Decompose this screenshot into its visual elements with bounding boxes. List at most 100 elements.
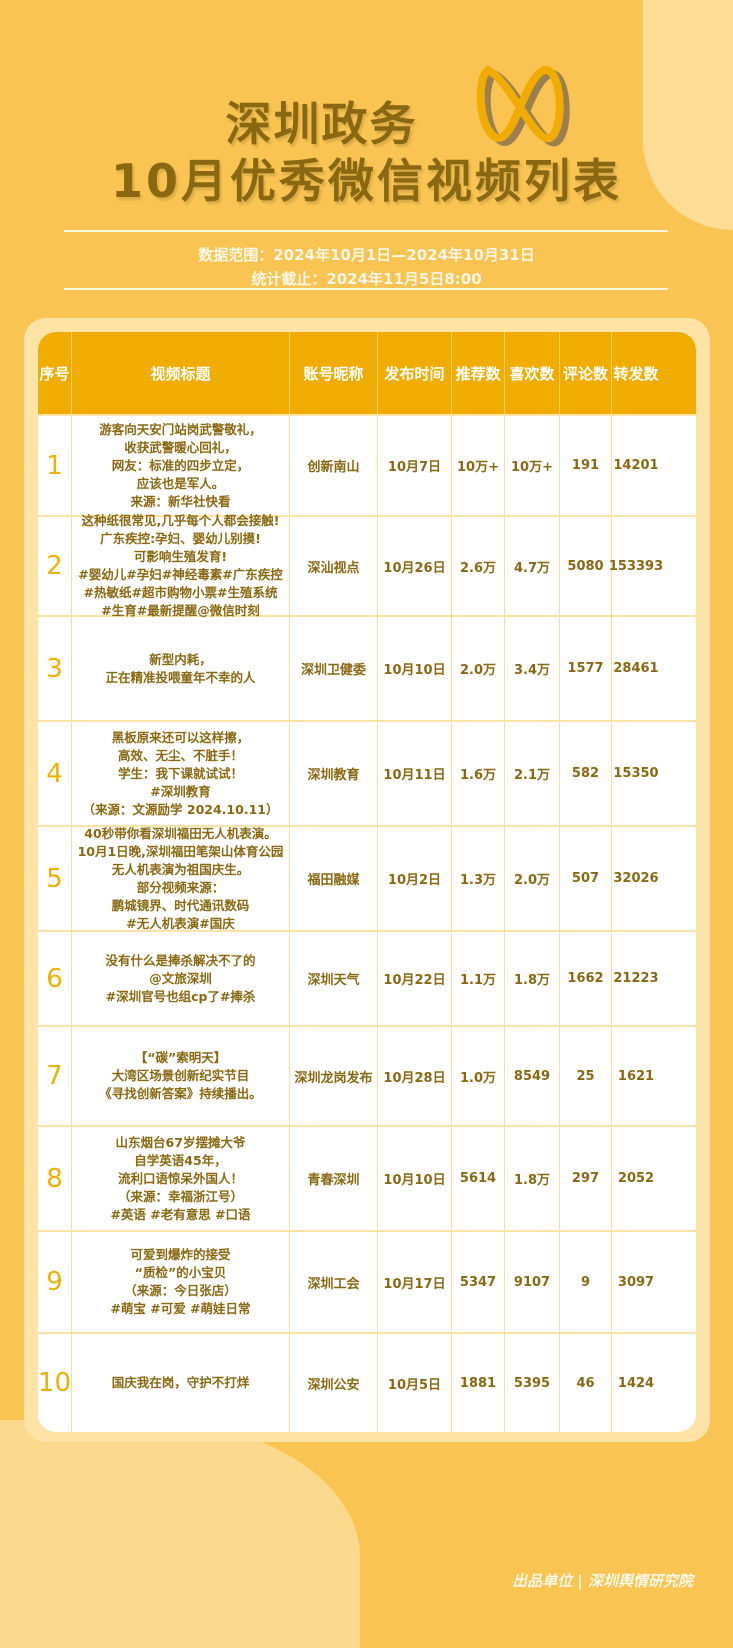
date-cell: 10月26日 [378, 517, 452, 615]
title-line: 可影响生殖发育! [133, 549, 228, 564]
title-line: #英语 #老有意思 #口语 [110, 1206, 251, 1222]
divider [64, 288, 668, 290]
rank-cell: 4 [38, 722, 72, 825]
account-cell: 深圳卫健委 [290, 617, 378, 720]
title-line: 这种纸很常见,几乎每个人都会接触! [81, 513, 280, 528]
date-cell: 10月17日 [378, 1232, 452, 1332]
decorative-blob [0, 1420, 360, 1648]
date-cell: 10月11日 [378, 722, 452, 825]
account-cell: 深圳公安 [290, 1334, 378, 1432]
table-row: 2 这种纸很常见,几乎每个人都会接触! 广东疾控:孕妇、婴幼儿别摸! 可影响生殖发育!… [38, 513, 696, 618]
rank-cell: 5 [38, 827, 72, 930]
title-line: #无人机表演#国庆 [126, 915, 235, 931]
title-line: 网友：标准的四步立定， [111, 457, 250, 473]
title-line: 40秒带你看深圳福田无人机表演。 [84, 825, 277, 841]
title-line: （来源：文源励学 2024.10.11） [82, 801, 279, 817]
rank-cell: 8 [38, 1127, 72, 1230]
date-cell: 10月10日 [378, 617, 452, 720]
table-row: 3 新型内耗， 正在精准投喂童年不幸的人 深圳卫健委 10月10日 2.0万 3.4万 157… [38, 615, 696, 720]
likes-cell: 3.4万 [505, 617, 560, 720]
recommend-cell: 5614 [452, 1127, 505, 1230]
title-line: 黑板原来还可以这样擦， [111, 729, 250, 745]
shares-cell: 1424 [617, 1375, 655, 1391]
title-line: 《寻找创新答案》持续播出。 [99, 1086, 262, 1101]
comments-cell: 582 [560, 722, 612, 825]
title-line: 鹏城镜界、时代通讯数码 [111, 897, 250, 913]
title-line: #婴幼儿#孕妇#神经毒素#广东疾控 [78, 567, 283, 582]
rank-cell: 1 [38, 416, 72, 515]
rank-cell: 2 [38, 517, 72, 615]
title-line: 广东疾控:孕妇、婴幼儿别摸! [100, 531, 261, 546]
likes-cell: 5395 [505, 1334, 560, 1432]
recommend-cell: 5347 [452, 1232, 505, 1332]
title-line: 大湾区场景创新纪实节目 [111, 1068, 250, 1083]
title-cell: 国庆我在岗，守护不打烊 [72, 1334, 290, 1432]
date-cell: 10月7日 [378, 416, 452, 515]
recommend-cell: 1.3万 [452, 827, 505, 930]
video-table: 序号 视频标题 账号昵称 发布时间 推荐数 喜欢数 评论数 转发数 1 游客向天安… [38, 332, 696, 1432]
title-line: 没有什么是捧杀解决不了的 [105, 952, 256, 968]
title-cell: 游客向天安门站岗武警敬礼， 收获武警暖心回礼， 网友：标准的四步立定， 应该也是军人。… [72, 416, 290, 515]
shares-cell: 14201 [613, 458, 659, 473]
date-cell: 10月22日 [378, 932, 452, 1025]
date-cell: 10月28日 [378, 1027, 452, 1125]
title-line: 来源：新华社快看 [130, 493, 231, 509]
shares-cell: 32026 [613, 871, 659, 886]
rank-cell: 10 [38, 1334, 72, 1432]
title-line: 10月1日晚,深圳福田笔架山体育公园 [77, 843, 284, 859]
title-cell: 【“碳”索明天】大湾区场景创新纪实节目 《寻找创新答案》持续播出。 [72, 1027, 290, 1125]
title-line: 无人机表演为祖国庆生。 [111, 861, 250, 877]
title-line: “质检”的小宝贝 [134, 1265, 227, 1280]
likes-cell: 9107 [505, 1232, 560, 1332]
title-cell: 这种纸很常见,几乎每个人都会接触! 广东疾控:孕妇、婴幼儿别摸! 可影响生殖发育! #… [72, 513, 290, 618]
recommend-cell: 2.6万 [452, 517, 505, 615]
likes-cell: 2.1万 [505, 722, 560, 825]
recommend-cell: 2.0万 [452, 617, 505, 720]
page-title: 深圳政务 [225, 97, 418, 151]
footer-credit: 出品单位 | 深圳舆情研究院 [512, 1572, 693, 1590]
rank-cell: 6 [38, 932, 72, 1025]
title-line: 【“碳”索明天】 [134, 1050, 227, 1065]
col-recommend: 推荐数 [452, 332, 505, 414]
title-cell: 可爱到爆炸的接受 “质检”的小宝贝 （来源：今日张店） #萌宝 #可爱 #萌娃日常 [72, 1232, 290, 1332]
title-line: #热敏纸#超市购物小票#生殖系统 [83, 585, 278, 600]
title-line: （来源：今日张店） [124, 1283, 237, 1298]
comments-cell: 1577 [560, 617, 612, 720]
title-line: #深圳教育 [150, 783, 211, 799]
title-line: 收获武警暖心回礼， [124, 439, 237, 455]
table-row: 6 没有什么是捧杀解决不了的 @文旅深圳 #深圳官号也组cp了#捧杀 深圳天气 10月22… [38, 930, 696, 1025]
table-row: 5 40秒带你看深圳福田无人机表演。 10月1日晚,深圳福田笔架山体育公园 无人机表演… [38, 825, 696, 931]
table-row: 10 国庆我在岗，守护不打烊 深圳公安 10月5日 1881 5395 46 1424 [38, 1332, 696, 1432]
col-title: 视频标题 [72, 332, 290, 414]
title-line: @文旅深圳 [149, 970, 212, 986]
title-cell: 黑板原来还可以这样擦， 高效、无尘、不脏手！ 学生：我下课就试试！ #深圳教育 （来源：… [72, 722, 290, 825]
title-line: 游客向天安门站岗武警敬礼， [99, 421, 262, 437]
comments-cell: 9 [560, 1232, 612, 1332]
wechat-channels-infinity-icon [476, 65, 570, 147]
date-cell: 10月2日 [378, 827, 452, 930]
account-cell: 福田融媒 [290, 827, 378, 930]
col-date: 发布时间 [378, 332, 452, 414]
shares-cell: 3097 [617, 1274, 655, 1290]
shares-cell: 21223 [613, 971, 659, 986]
comments-cell: 297 [560, 1127, 612, 1230]
title-line: 部分视频来源： [136, 879, 225, 895]
title-line: 国庆我在岗，守护不打烊 [111, 1375, 250, 1390]
shares-cell: 2052 [617, 1171, 655, 1186]
title-line: 高效、无尘、不脏手！ [117, 747, 243, 763]
recommend-cell: 1.0万 [452, 1027, 505, 1125]
title-cell: 山东烟台67岁摆摊大爷 自学英语45年， 流利口语惊呆外国人！ （来源：幸福浙江号） #… [72, 1127, 290, 1230]
comments-cell: 191 [560, 416, 612, 515]
account-cell: 青春深圳 [290, 1127, 378, 1230]
title-line: 山东烟台67岁摆摊大爷 [115, 1134, 246, 1150]
table-row: 9 可爱到爆炸的接受 “质检”的小宝贝 （来源：今日张店） #萌宝 #可爱 #萌娃日常 深… [38, 1230, 696, 1332]
likes-cell: 2.0万 [505, 827, 560, 930]
likes-cell: 8549 [505, 1027, 560, 1125]
account-cell: 创新南山 [290, 416, 378, 515]
shares-cell: 28461 [613, 661, 659, 676]
shares-cell: 15350 [613, 766, 659, 781]
title-line: 学生：我下课就试试！ [117, 765, 243, 781]
account-cell: 深汕视点 [290, 517, 378, 615]
comments-cell: 1662 [560, 932, 612, 1025]
col-comments: 评论数 [560, 332, 612, 414]
